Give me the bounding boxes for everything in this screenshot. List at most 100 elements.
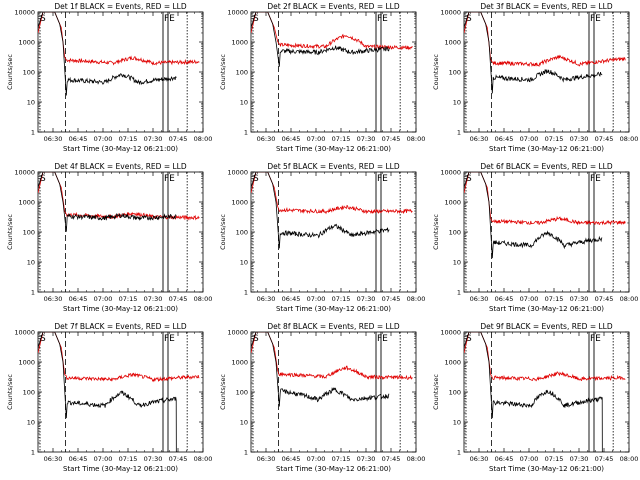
- axes-frame: [463, 171, 630, 293]
- y-axis-title: Counts/sec: [432, 54, 440, 90]
- y-tick-label: 10000: [14, 329, 35, 337]
- y-axis-title: Counts/sec: [6, 54, 14, 90]
- x-tick-label: 07:00: [520, 135, 539, 143]
- axes-frame: [250, 11, 417, 133]
- x-axis-title: Start Time (30-May-12 06:21:00): [276, 305, 391, 313]
- panel-3f: Det 3f BLACK = Events, RED = LLD 1 10 100 10…: [432, 2, 638, 153]
- events-series-line: [464, 172, 603, 259]
- y-axis-title: Counts/sec: [432, 214, 440, 250]
- x-tick-label: 07:15: [119, 455, 138, 463]
- y-tick-label: 1: [31, 449, 35, 457]
- y-tick-label: 10: [27, 99, 35, 107]
- x-tick-label: 06:30: [44, 295, 63, 303]
- saa-exit-marker: S: [466, 174, 472, 184]
- y-tick-label: 100: [449, 229, 461, 237]
- panel-title: Det 3f BLACK = Events, RED = LLD: [480, 2, 613, 11]
- x-tick-label: 07:00: [94, 135, 113, 143]
- x-tick-label: 06:45: [495, 455, 514, 463]
- y-tick-label: 100: [236, 389, 248, 397]
- axes-frame: [37, 171, 204, 293]
- y-axis-title: Counts/sec: [219, 374, 227, 410]
- x-tick-label: 07:15: [332, 135, 351, 143]
- x-tick-label: 07:15: [332, 455, 351, 463]
- events-series-line: [464, 12, 603, 94]
- fe-marker: FE: [590, 14, 601, 24]
- y-tick-label: 100: [23, 229, 35, 237]
- x-axis-title: Start Time (30-May-12 06:21:00): [489, 465, 604, 473]
- panel-title: Det 2f BLACK = Events, RED = LLD: [267, 2, 400, 11]
- x-tick-label: 07:00: [520, 295, 539, 303]
- panel-7f: Det 7f BLACK = Events, RED = LLD 1 10 100 10…: [6, 322, 212, 473]
- panel-title: Det 4f BLACK = Events, RED = LLD: [54, 162, 187, 171]
- x-axis-title: Start Time (30-May-12 06:21:00): [63, 145, 178, 153]
- axes-frame: [250, 331, 417, 453]
- x-tick-label: 08:00: [407, 455, 426, 463]
- panel-5f: Det 5f BLACK = Events, RED = LLD 1 10 100 10…: [219, 162, 425, 313]
- x-tick-label: 06:30: [257, 455, 276, 463]
- x-tick-label: 07:00: [307, 455, 326, 463]
- x-tick-label: 07:45: [169, 455, 188, 463]
- fe-marker: FE: [377, 174, 388, 184]
- x-tick-label: 07:30: [357, 295, 376, 303]
- panel-title: Det 6f BLACK = Events, RED = LLD: [480, 162, 613, 171]
- y-tick-label: 1000: [444, 359, 461, 367]
- panel-1f: Det 1f BLACK = Events, RED = LLD 1 10 100 10…: [6, 2, 212, 153]
- x-tick-label: 08:00: [194, 135, 213, 143]
- x-tick-label: 08:00: [407, 295, 426, 303]
- events-series-line: [464, 332, 604, 452]
- fe-marker: FE: [164, 174, 175, 184]
- y-tick-label: 100: [23, 389, 35, 397]
- x-tick-label: 07:15: [119, 135, 138, 143]
- lld-series-line: [464, 332, 626, 382]
- events-series-line: [38, 332, 178, 452]
- x-tick-label: 06:30: [470, 295, 489, 303]
- y-tick-label: 1000: [231, 199, 248, 207]
- saa-exit-marker: S: [466, 334, 472, 344]
- x-tick-label: 06:30: [257, 295, 276, 303]
- y-tick-label: 10: [240, 99, 248, 107]
- x-tick-label: 07:45: [169, 135, 188, 143]
- y-tick-label: 10: [240, 259, 248, 267]
- panel-title: Det 9f BLACK = Events, RED = LLD: [480, 322, 613, 331]
- x-tick-label: 06:45: [69, 135, 88, 143]
- y-tick-label: 1: [457, 289, 461, 297]
- panel-9f: Det 9f BLACK = Events, RED = LLD 1 10 100 10…: [432, 322, 638, 473]
- lld-series-line: [464, 12, 626, 68]
- y-tick-label: 10: [240, 419, 248, 427]
- x-tick-label: 07:45: [595, 295, 614, 303]
- x-tick-label: 08:00: [620, 455, 639, 463]
- x-tick-label: 06:45: [495, 135, 514, 143]
- events-series-line: [251, 12, 390, 67]
- events-series-line: [38, 12, 177, 96]
- x-tick-label: 06:30: [470, 455, 489, 463]
- x-tick-label: 07:45: [382, 135, 401, 143]
- x-tick-label: 07:15: [545, 135, 564, 143]
- saa-exit-marker: S: [466, 14, 472, 24]
- saa-exit-marker: S: [40, 174, 46, 184]
- y-tick-label: 1: [457, 449, 461, 457]
- x-tick-label: 07:30: [357, 135, 376, 143]
- fe-marker: FE: [377, 14, 388, 24]
- events-series-line: [38, 172, 177, 232]
- saa-exit-marker: S: [40, 14, 46, 24]
- panel-title: Det 8f BLACK = Events, RED = LLD: [267, 322, 400, 331]
- x-axis-title: Start Time (30-May-12 06:21:00): [276, 145, 391, 153]
- panel-title: Det 1f BLACK = Events, RED = LLD: [54, 2, 187, 11]
- x-tick-label: 08:00: [407, 135, 426, 143]
- x-tick-label: 06:30: [257, 135, 276, 143]
- x-tick-label: 07:15: [545, 455, 564, 463]
- x-axis-title: Start Time (30-May-12 06:21:00): [489, 305, 604, 313]
- panel-6f: Det 6f BLACK = Events, RED = LLD 1 10 100 10…: [432, 162, 638, 313]
- y-tick-label: 10000: [227, 169, 248, 177]
- y-tick-label: 1: [244, 289, 248, 297]
- y-tick-label: 1000: [444, 39, 461, 47]
- x-tick-label: 06:45: [282, 135, 301, 143]
- x-tick-label: 07:30: [144, 295, 163, 303]
- saa-exit-marker: S: [253, 14, 259, 24]
- y-tick-label: 10000: [440, 9, 461, 17]
- y-tick-label: 100: [449, 69, 461, 77]
- x-tick-label: 08:00: [620, 295, 639, 303]
- y-tick-label: 1000: [18, 39, 35, 47]
- fe-marker: FE: [590, 174, 601, 184]
- x-tick-label: 07:30: [144, 455, 163, 463]
